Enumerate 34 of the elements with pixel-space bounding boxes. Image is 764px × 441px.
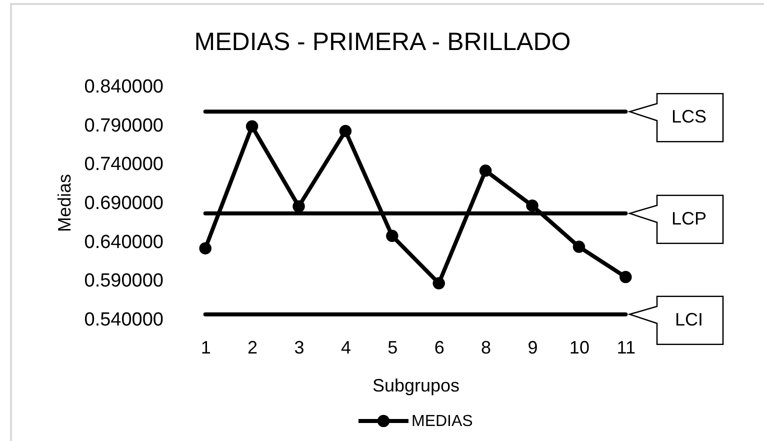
- x-tick-label: 10: [569, 338, 590, 358]
- x-tick-label: 9: [528, 338, 538, 358]
- y-tick-label: 0.840000: [84, 76, 164, 98]
- x-tick-label: 11: [616, 338, 636, 358]
- point: [572, 240, 586, 253]
- x-tick-label: 3: [294, 338, 304, 358]
- point: [339, 124, 352, 138]
- y-tick-label: 0.540000: [84, 310, 164, 330]
- ref-line-label: LCP: [671, 208, 707, 228]
- x-tick-label: 4: [340, 338, 351, 358]
- x-tick-label: 5: [388, 338, 398, 358]
- ref-line-label: LCI: [674, 309, 704, 330]
- x-tick-label: 1: [200, 338, 211, 358]
- legend-label: MEDIAS: [412, 413, 473, 430]
- y-tick-label: 0.790000: [84, 115, 164, 136]
- point: [292, 200, 305, 212]
- point: [199, 242, 212, 254]
- x-tick-label: 8: [481, 338, 492, 358]
- y-tick-label: 0.590000: [84, 270, 164, 292]
- ref-line-label: LCS: [671, 106, 707, 127]
- chart-title: MEDIAS - PRIMERA - BRILLADO: [194, 28, 571, 56]
- x-tick-label: 6: [434, 338, 444, 358]
- y-axis-title: Medias: [54, 174, 74, 232]
- point: [386, 230, 398, 242]
- point: [620, 270, 632, 284]
- point: [432, 277, 445, 290]
- y-tick-label: 0.640000: [84, 232, 164, 253]
- y-tick-label: 0.740000: [84, 154, 164, 176]
- x-axis-title: Subgrupos: [372, 376, 460, 396]
- point: [246, 120, 258, 132]
- point: [479, 164, 492, 177]
- x-tick-label: 2: [248, 338, 258, 358]
- y-tick-label: 0.690000: [84, 193, 164, 214]
- point: [526, 199, 538, 212]
